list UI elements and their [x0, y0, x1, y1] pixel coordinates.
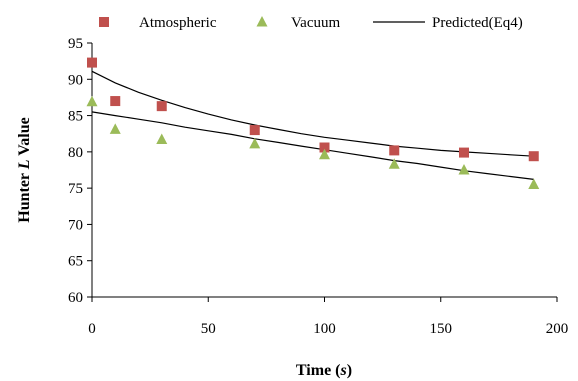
legend-item-atmospheric: Atmospheric	[99, 15, 217, 31]
predicted-lines	[91, 70, 534, 180]
atmospheric-point	[389, 145, 400, 156]
atmospheric-point	[156, 101, 167, 112]
y-tick-label: 80	[68, 145, 83, 161]
vacuum-point	[458, 164, 470, 175]
y-tick-label: 95	[68, 36, 83, 52]
legend-item-predicted-eq4: Predicted(Eq4)	[373, 15, 523, 31]
legend-item-vacuum: Vacuum	[256, 15, 340, 31]
y-ticks: 60 65 70 75 80 85 90 95	[68, 36, 92, 306]
x-axis-title: Time (s)	[296, 362, 352, 379]
atmospheric-point	[319, 142, 330, 153]
data-markers	[86, 57, 540, 190]
y-tick-label: 85	[68, 109, 83, 125]
predicted-curve-2	[91, 111, 534, 180]
y-axis-title: Hunter L Value	[16, 117, 33, 223]
x-tick-label: 150	[430, 321, 453, 337]
atmospheric-point	[249, 125, 260, 136]
y-tick-label: 75	[68, 181, 83, 197]
y-tick-label: 65	[68, 254, 83, 270]
atmospheric-point	[110, 96, 121, 107]
vacuum-point	[156, 133, 168, 145]
x-tick-label: 0	[88, 321, 96, 337]
legend-square-swatch	[99, 17, 109, 27]
atmospheric-point	[528, 151, 539, 162]
x-ticks: 0 50 100 150 200	[88, 297, 568, 337]
vacuum-point	[109, 123, 121, 134]
atmospheric-point	[87, 57, 97, 68]
y-tick-label: 70	[68, 217, 83, 233]
vacuum-point	[388, 158, 400, 169]
atmospheric-point	[459, 147, 469, 158]
plot-area: 60 65 70 75 80 85 90 95 0 50 100 150 200	[68, 36, 568, 337]
legend: Atmospheric Vacuum Predicted(Eq4)	[99, 15, 523, 31]
legend-triangle-swatch	[256, 16, 268, 27]
x-tick-label: 50	[201, 321, 216, 337]
vacuum-point	[319, 148, 330, 160]
legend-label: Predicted(Eq4)	[432, 15, 523, 31]
y-tick-label: 90	[68, 72, 83, 88]
legend-label: Atmospheric	[139, 15, 217, 31]
legend-label: Vacuum	[291, 15, 340, 31]
vacuum-point	[249, 137, 261, 149]
vacuum-point	[528, 178, 540, 190]
x-tick-label: 200	[546, 321, 569, 337]
vacuum-point	[86, 95, 98, 107]
y-tick-label: 60	[68, 290, 83, 306]
x-tick-label: 100	[313, 321, 336, 337]
